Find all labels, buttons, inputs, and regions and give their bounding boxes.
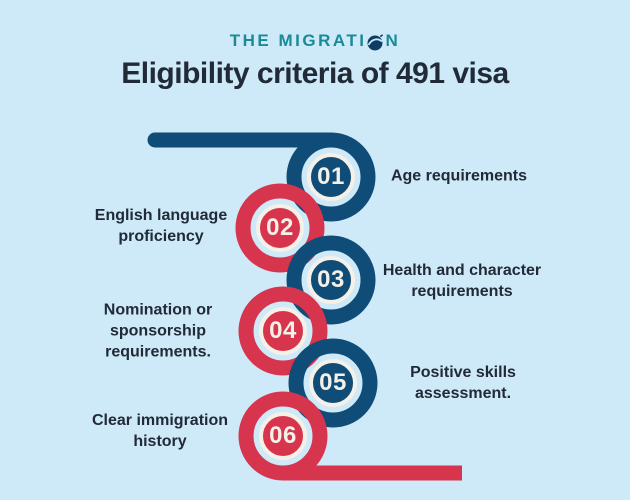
- brand-logo-text-prefix: THE MIGRATI: [229, 31, 367, 50]
- step-number: 03: [317, 266, 345, 293]
- step-badge-6: 06: [259, 412, 307, 460]
- step-ring-1: [286, 132, 376, 222]
- step-label-5: Positive skills assessment.: [410, 364, 516, 402]
- step-label-4: Nomination or sponsorship requirements.: [103, 301, 213, 361]
- step-badge-1: 01: [307, 153, 355, 201]
- step-number: 02: [266, 214, 294, 241]
- step-badge-4: 04: [259, 307, 307, 355]
- step-ring-5: [288, 338, 378, 428]
- step-label-6: Clear immigration history: [91, 412, 229, 450]
- step-number: 04: [269, 317, 297, 344]
- step-badge-2: 02: [256, 204, 304, 252]
- step-ring-3: [286, 235, 376, 325]
- step-number: 05: [319, 369, 347, 396]
- page-title: Eligibility criteria of 491 visa: [121, 57, 509, 90]
- step-ring-2: [235, 183, 325, 273]
- step-label-1: Age requirements: [390, 167, 528, 185]
- brand-logo: THE MIGRATI N: [0, 31, 630, 51]
- step-ring-4: [238, 286, 328, 376]
- step-badge-5: 05: [309, 359, 357, 407]
- step-number: 01: [317, 163, 345, 190]
- step-number: 06: [269, 422, 297, 449]
- step-label-3: Health and character requirements: [382, 262, 542, 300]
- globe-o-icon: [367, 33, 384, 51]
- step-label-2: English language proficiency: [94, 207, 228, 245]
- brand-logo-text-suffix: N: [385, 31, 401, 50]
- step-badge-3: 03: [307, 256, 355, 304]
